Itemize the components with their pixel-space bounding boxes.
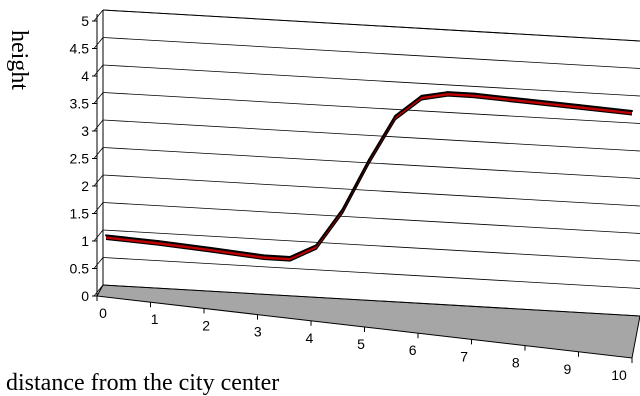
data-point-0-13 — [578, 104, 581, 107]
gridline-side-1 — [93, 257, 104, 269]
y-tick-label-9: 4.5 — [70, 41, 90, 57]
y-tick-label-7: 3.5 — [70, 96, 90, 112]
x-tick-label-5: 5 — [357, 336, 365, 352]
gridline-y-4 — [102, 174, 640, 207]
data-point-0-9 — [420, 94, 423, 97]
data-point-0-11 — [473, 92, 476, 95]
gridline-y-3 — [102, 202, 640, 234]
series-ribbon-0 — [106, 92, 632, 261]
gridline-side-0 — [93, 284, 104, 297]
y-tick-label-10: 5 — [81, 13, 89, 29]
x-tick-label-0: 0 — [99, 305, 107, 321]
y-axis-title: height — [6, 30, 32, 90]
y-tick-label-5: 2.5 — [70, 151, 90, 167]
y-tick-label-6: 3 — [81, 123, 89, 139]
gridline-side-3 — [93, 202, 104, 214]
data-point-0-4 — [289, 255, 292, 258]
x-tick-label-4: 4 — [306, 330, 314, 346]
x-tick-label-7: 7 — [460, 348, 468, 364]
x-tick-label-8: 8 — [512, 355, 520, 371]
back-top-edge — [102, 9, 640, 42]
x-tick-label-6: 6 — [409, 342, 417, 358]
y-tick-label-0: 0 — [81, 288, 89, 304]
x-tick-label-9: 9 — [564, 361, 572, 377]
axes — [92, 9, 640, 363]
gridline-side-10 — [93, 9, 104, 22]
data-point-0-1 — [157, 240, 160, 243]
series-line-0 — [105, 91, 633, 258]
series-line-bottom-0 — [105, 95, 633, 262]
data-point-0-3 — [262, 254, 265, 257]
x-axis-title: distance from the city center — [6, 370, 279, 396]
gridline-y-8 — [102, 64, 640, 97]
x-tick-label-2: 2 — [202, 317, 210, 333]
series-layer — [105, 91, 633, 262]
chart-floor — [96, 284, 640, 359]
gridline-y-7 — [102, 92, 640, 124]
y-tick-label-4: 2 — [81, 178, 89, 194]
x-tick-labels: 0 1 2 3 4 5 6 7 8 9 10 — [99, 305, 627, 383]
data-point-0-6 — [341, 208, 344, 211]
gridline-y-9 — [102, 37, 640, 69]
gridline-y-2 — [102, 229, 640, 262]
y-tick-label-8: 4 — [81, 68, 89, 84]
gridline-side-4 — [93, 174, 104, 187]
gridline-side-6 — [93, 119, 104, 132]
gridline-y-0 — [102, 284, 640, 317]
data-point-0-0 — [105, 234, 107, 237]
x-tick-label-10: 10 — [611, 367, 627, 383]
data-point-0-12 — [525, 98, 528, 101]
data-point-0-8 — [394, 114, 397, 117]
x-tick-label-1: 1 — [151, 311, 159, 327]
y-tick-label-1: 0.5 — [70, 261, 90, 277]
y-tick-label-2: 1 — [81, 233, 89, 249]
x-tick-label-3: 3 — [254, 324, 262, 340]
data-point-0-7 — [368, 158, 370, 161]
gridline-y-1 — [102, 257, 640, 289]
y-tick-labels: 0 0.5 1 1.5 2 2.5 3 3.5 4 4.5 5 — [70, 13, 90, 304]
data-point-0-2 — [210, 247, 213, 250]
data-point-0-10 — [446, 91, 449, 94]
data-point-0-5 — [315, 244, 318, 247]
gridline-side-7 — [93, 92, 104, 104]
y-tick-label-3: 1.5 — [70, 206, 90, 222]
gridline-side-9 — [93, 37, 104, 49]
floor-plane — [96, 284, 640, 359]
gridline-side-5 — [93, 147, 104, 159]
gridline-y-6 — [102, 119, 640, 152]
gridline-side-8 — [93, 64, 104, 77]
data-point-0-14 — [631, 109, 633, 112]
gridline-y-5 — [102, 147, 640, 179]
gridline-side-2 — [93, 229, 104, 242]
